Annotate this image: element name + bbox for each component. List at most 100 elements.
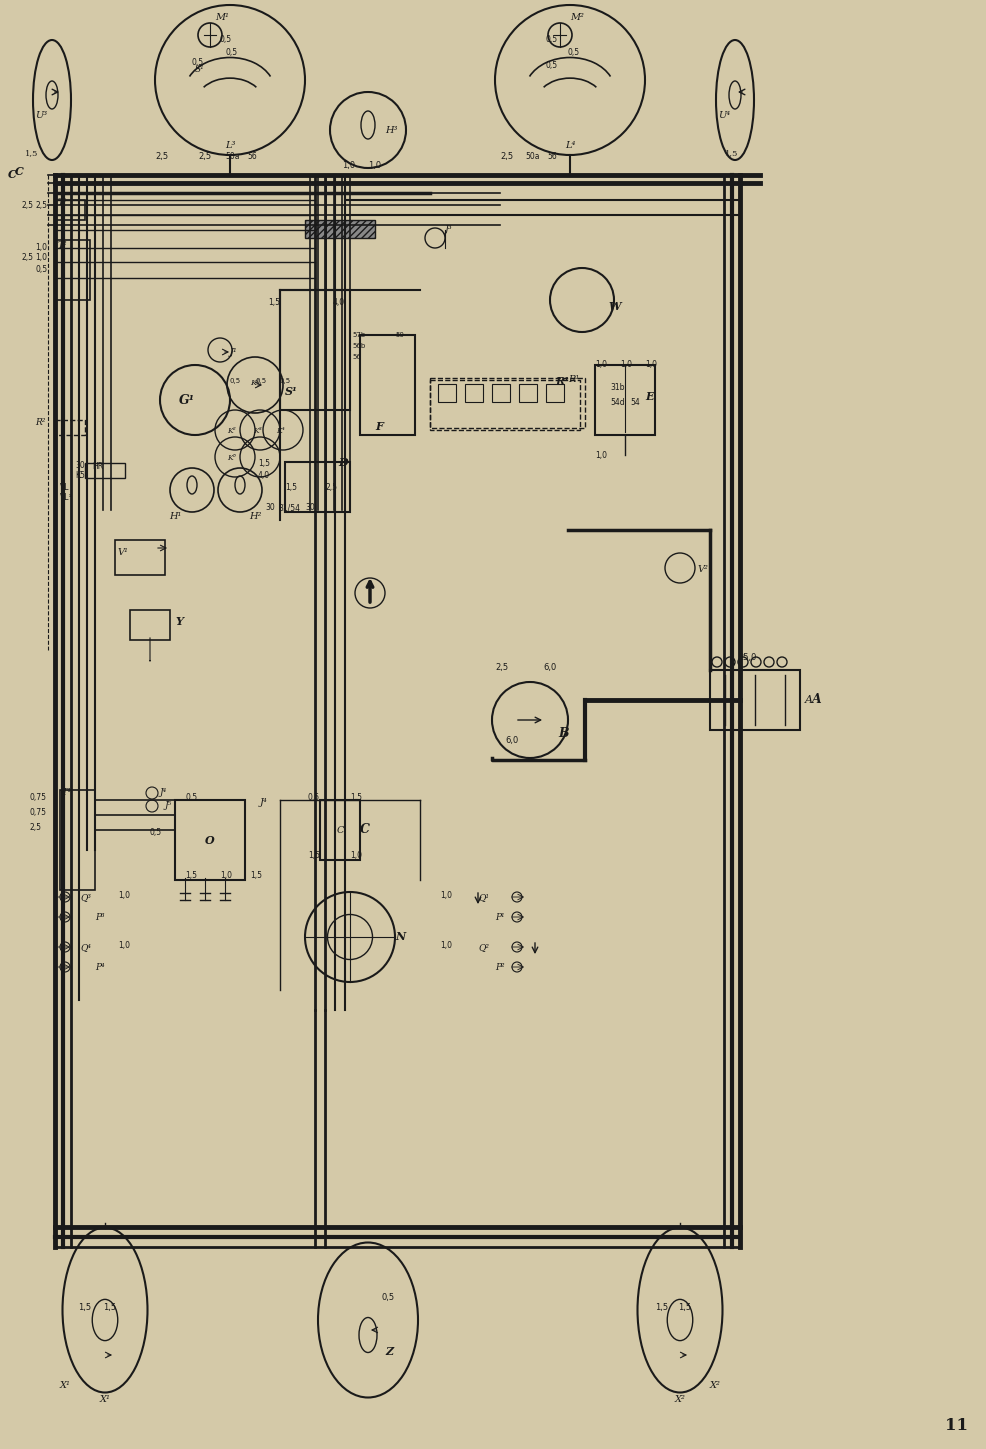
Text: X¹: X¹ [100,1395,110,1404]
Text: 2,5: 2,5 [30,823,42,832]
Text: K³: K³ [252,427,261,435]
Text: V¹: V¹ [117,548,128,556]
Text: 4,0: 4,0 [257,471,270,480]
Text: H²: H² [248,511,261,520]
Text: 1,0: 1,0 [220,871,232,880]
Text: 0,5: 0,5 [150,827,162,838]
Text: 0,5: 0,5 [192,58,204,67]
Circle shape [711,656,722,667]
Text: J⁵: J⁵ [165,801,173,810]
Text: 0,75: 0,75 [30,793,47,801]
Text: L⁴: L⁴ [564,141,575,149]
Text: K⁵: K⁵ [227,454,236,462]
Text: C: C [15,167,24,177]
Text: K5⁴: K5⁴ [75,471,88,480]
Text: 0,5: 0,5 [544,61,556,70]
Bar [60,790,95,890]
Text: 31/54: 31/54 [278,503,300,511]
Text: G¹: G¹ [178,394,195,407]
Text: P²: P² [495,964,504,972]
Text: 0,5: 0,5 [184,793,197,801]
Text: 57b: 57b [352,332,365,338]
Text: L³: L³ [225,141,235,149]
Circle shape [725,656,735,667]
Text: 1,0: 1,0 [350,851,362,861]
Text: 2,5: 2,5 [22,201,34,210]
Text: 0,5: 0,5 [280,378,291,384]
Circle shape [776,656,786,667]
Text: C: C [8,170,17,180]
Text: X²: X² [673,1395,684,1404]
Text: 1,5: 1,5 [257,459,270,468]
Bar [319,800,360,861]
Text: X¹: X¹ [60,1381,71,1390]
Text: U³: U³ [35,112,47,120]
Bar [360,335,414,435]
Text: P⁴: P⁴ [95,964,105,972]
Text: J⁴: J⁴ [259,798,267,807]
Text: J⁴: J⁴ [160,788,167,797]
Text: 1,0: 1,0 [35,243,47,252]
Text: S¹: S¹ [195,65,204,74]
Circle shape [738,656,747,667]
Text: N: N [394,932,404,942]
Text: 0,75: 0,75 [30,809,47,817]
Text: 2,5: 2,5 [500,152,513,161]
Text: Q²: Q² [477,943,488,952]
Text: 0,5: 0,5 [544,35,556,43]
Text: 50: 50 [394,332,403,338]
Circle shape [763,656,773,667]
Text: 1,5: 1,5 [103,1303,116,1311]
Text: X²: X² [709,1381,720,1390]
Text: Q³: Q³ [80,893,91,901]
Text: U⁴: U⁴ [717,112,730,120]
Text: 56b: 56b [352,343,365,349]
Text: 2,5: 2,5 [198,152,211,161]
Text: VL¹: VL¹ [60,493,72,501]
Text: 0,5: 0,5 [35,265,47,274]
Text: 0,5: 0,5 [254,378,266,384]
Text: 0,5: 0,5 [382,1293,394,1303]
Text: P¹: P¹ [495,913,504,922]
Text: A: A [805,696,812,706]
Text: S¹: S¹ [285,385,298,397]
Text: R¹: R¹ [567,375,579,384]
Text: O: O [205,835,215,846]
Text: VL: VL [60,483,69,493]
Text: T⁴: T⁴ [62,788,72,797]
Text: 1,0: 1,0 [368,161,381,170]
Text: 30: 30 [305,503,315,511]
Bar [491,384,510,401]
Text: M¹: M¹ [215,13,229,22]
Text: 1,0: 1,0 [644,359,657,369]
Text: Q¹: Q¹ [477,893,488,901]
Bar [519,384,536,401]
Bar [430,378,585,427]
Text: K²: K² [227,427,236,435]
Text: HR: HR [92,462,103,471]
Text: 1,5: 1,5 [184,871,197,880]
Text: 1,5: 1,5 [268,298,280,307]
Bar [55,420,85,435]
Bar [175,800,245,880]
Text: R²: R² [35,417,45,427]
Text: 1,0: 1,0 [118,940,130,951]
Text: 56: 56 [546,152,556,161]
Text: 54d: 54d [609,398,624,407]
Text: 0,5: 0,5 [308,793,319,801]
Text: K¹: K¹ [249,380,259,387]
Text: 2,5: 2,5 [495,664,508,672]
Bar [430,380,580,430]
Text: 1,5: 1,5 [25,149,38,156]
Text: 1,5: 1,5 [725,149,738,156]
Bar [285,462,350,511]
Text: 1,0: 1,0 [595,359,606,369]
Text: Q⁴: Q⁴ [80,943,91,952]
Text: 30: 30 [75,461,85,469]
Text: T¹: T¹ [58,199,68,207]
Text: A: A [811,693,821,706]
Text: 1,0: 1,0 [342,161,355,170]
Text: Z: Z [385,1346,392,1358]
Text: P³: P³ [95,913,105,922]
Text: 0,5: 0,5 [220,35,232,43]
